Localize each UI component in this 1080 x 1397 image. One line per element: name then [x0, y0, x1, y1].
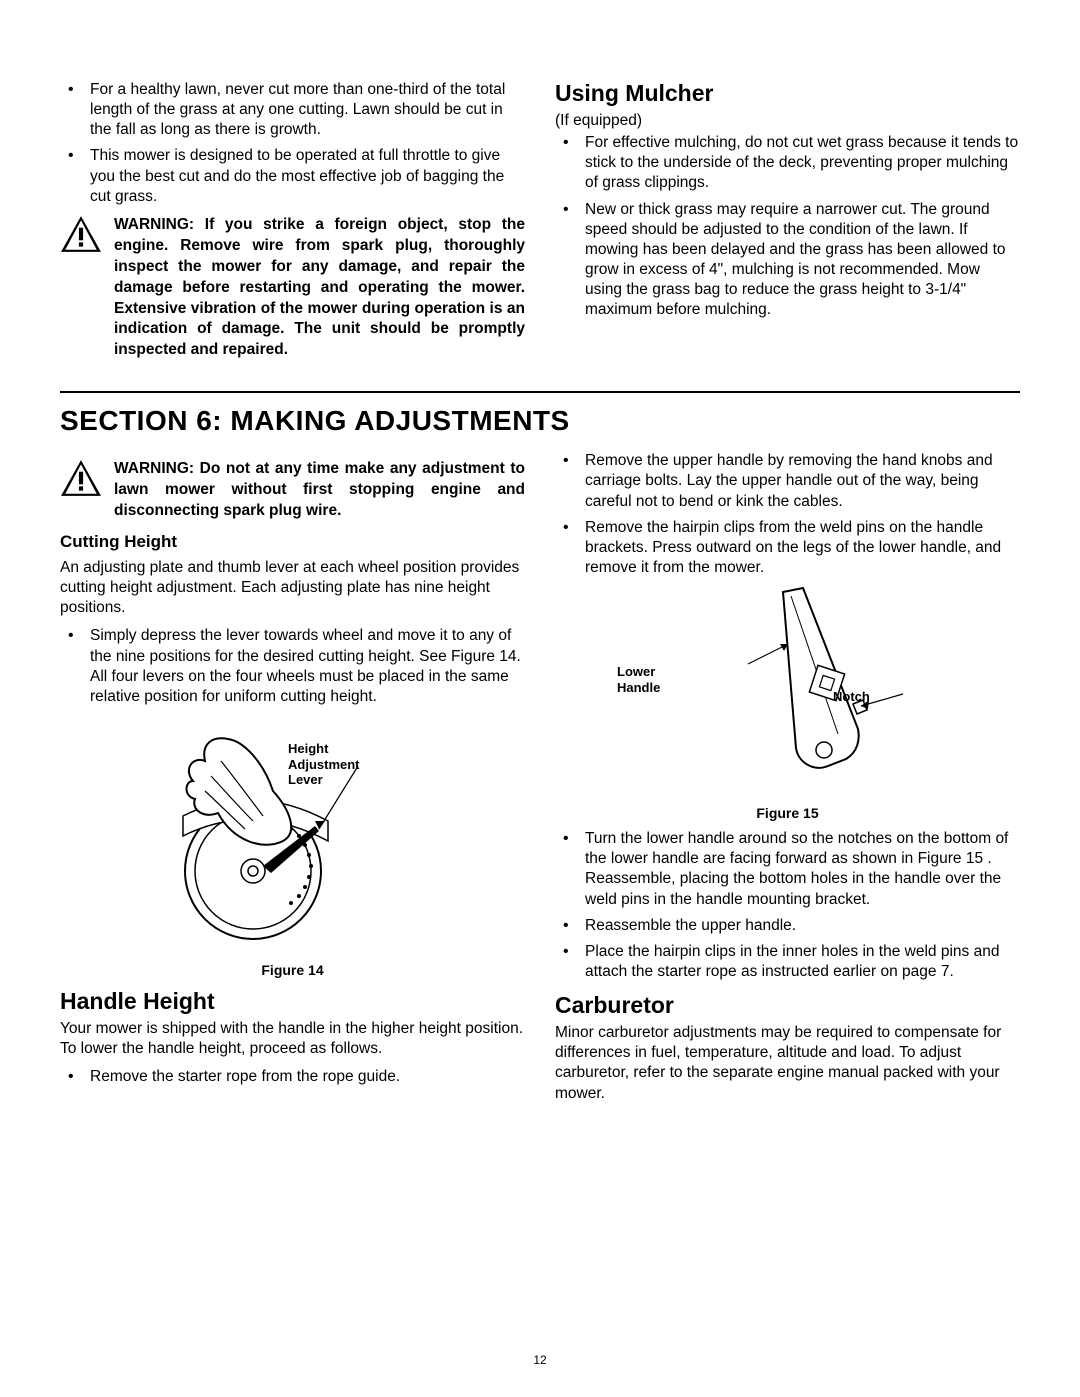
warning-icon — [60, 215, 102, 361]
cutting-height-heading: Cutting Height — [60, 532, 525, 552]
carburetor-heading: Carburetor — [555, 992, 1020, 1019]
bullet: Reassemble the upper handle. — [555, 916, 1020, 936]
warning-block: WARNING: Do not at any time make any adj… — [60, 459, 525, 522]
section6-right-col: Remove the upper handle by removing the … — [555, 451, 1020, 1111]
fig14-label: Adjustment — [288, 757, 360, 772]
figure-15-caption: Figure 15 — [555, 805, 1020, 821]
carburetor-text: Minor carburetor adjustments may be requ… — [555, 1023, 1020, 1104]
bullet: Remove the starter rope from the rope gu… — [60, 1067, 525, 1087]
fig14-label: Lever — [288, 772, 323, 787]
cutting-height-intro: An adjusting plate and thumb lever at ea… — [60, 558, 525, 618]
warning-text: WARNING: Do not at any time make any adj… — [114, 459, 525, 522]
section6-columns: WARNING: Do not at any time make any adj… — [60, 451, 1020, 1111]
top-right-col: Using Mulcher (If equipped) For effectiv… — [555, 80, 1020, 361]
warning-icon — [60, 459, 102, 522]
using-mulcher-heading: Using Mulcher — [555, 80, 1020, 107]
section6-left-col: WARNING: Do not at any time make any adj… — [60, 451, 525, 1111]
handle-height-left-bullets: Remove the starter rope from the rope gu… — [60, 1067, 525, 1087]
top-columns: For a healthy lawn, never cut more than … — [60, 80, 1020, 361]
fig15-lower-handle-label: Lower Handle — [617, 664, 660, 695]
mulcher-sub: (If equipped) — [555, 111, 1020, 131]
handle-height-heading: Handle Height — [60, 988, 525, 1015]
bullet: Remove the hairpin clips from the weld p… — [555, 518, 1020, 578]
fig14-label: Height — [288, 741, 328, 756]
handle-height-right-pre: Remove the upper handle by removing the … — [555, 451, 1020, 578]
warning-block: WARNING: If you strike a foreign object,… — [60, 215, 525, 361]
figure-14-caption: Figure 14 — [60, 962, 525, 978]
figure-14: Height Adjustment Lever Figure 14 — [60, 721, 525, 978]
bullet: For a healthy lawn, never cut more than … — [60, 80, 525, 140]
section-6-heading: SECTION 6: MAKING ADJUSTMENTS — [60, 405, 1020, 437]
bullet: For effective mulching, do not cut wet g… — [555, 133, 1020, 193]
top-left-bullets: For a healthy lawn, never cut more than … — [60, 80, 525, 207]
bullet: This mower is designed to be operated at… — [60, 146, 525, 206]
warning-text: WARNING: If you strike a foreign object,… — [114, 215, 525, 361]
handle-height-right-post: Turn the lower handle around so the notc… — [555, 829, 1020, 982]
top-left-col: For a healthy lawn, never cut more than … — [60, 80, 525, 361]
page-number: 12 — [0, 1353, 1080, 1367]
handle-height-intro: Your mower is shipped with the handle in… — [60, 1019, 525, 1059]
bullet: Simply depress the lever towards wheel a… — [60, 626, 525, 707]
fig15-notch-label: Notch — [833, 689, 870, 705]
bullet: New or thick grass may require a narrowe… — [555, 200, 1020, 321]
bullet: Place the hairpin clips in the inner hol… — [555, 942, 1020, 982]
bullet: Turn the lower handle around so the notc… — [555, 829, 1020, 910]
mulcher-bullets: For effective mulching, do not cut wet g… — [555, 133, 1020, 320]
bullet: Remove the upper handle by removing the … — [555, 451, 1020, 511]
cutting-height-bullets: Simply depress the lever towards wheel a… — [60, 626, 525, 707]
section-divider — [60, 391, 1020, 393]
figure-15: Lower Handle Notch Figure 15 — [555, 584, 1020, 821]
